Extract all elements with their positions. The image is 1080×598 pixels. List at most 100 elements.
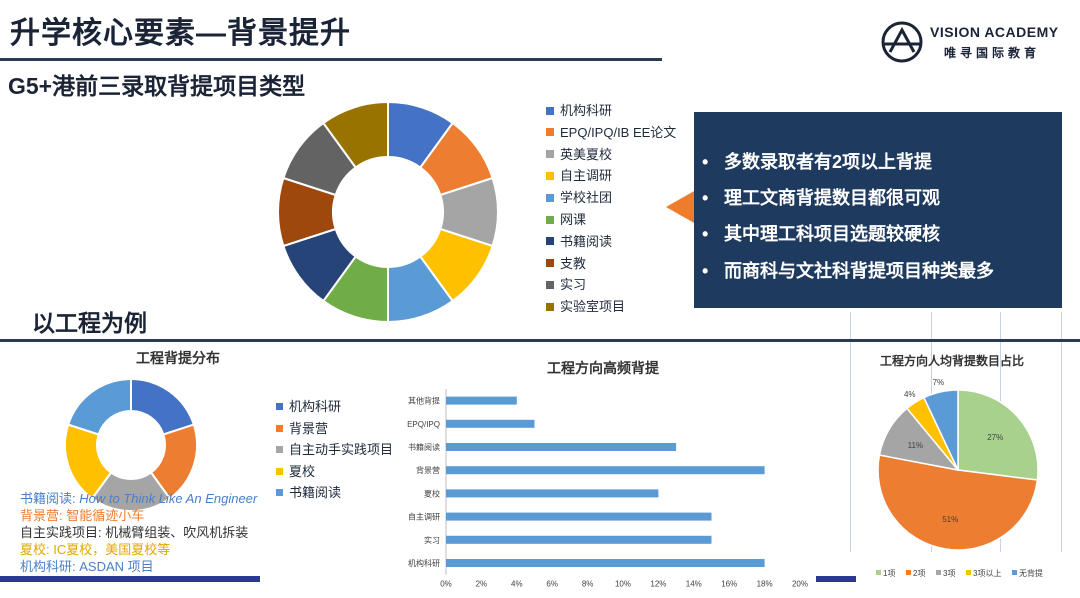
legend-item: 背景营 <box>276 418 328 440</box>
legend-swatch <box>546 280 554 289</box>
donut-slice <box>66 378 132 436</box>
legend-swatch <box>876 570 881 575</box>
x-tick-label: 4% <box>511 580 523 589</box>
x-tick-label: 0% <box>440 580 452 589</box>
y-tick-label: 背景营 <box>416 465 440 475</box>
legend-swatch <box>276 403 283 411</box>
legend-label: 无背提 <box>1019 568 1043 578</box>
legend-label: 1项 <box>883 569 895 578</box>
logo-text-en: VISION ACADEMY <box>930 24 1059 40</box>
legend-label: 英美夏校 <box>560 146 613 162</box>
logo-text-cn: 唯寻国际教育 <box>944 46 1041 60</box>
x-tick-label: 20% <box>792 580 808 589</box>
legend-swatch <box>546 302 554 311</box>
insight-callout: • 多数录取者有2项以上背提 • 理工文商背提数目都很可观 • 其中理工科项目选题较硬… <box>694 112 1062 308</box>
x-tick-label: 2% <box>476 580 488 589</box>
callout-bullet: • 其中理工科项目选题较硬核 <box>702 224 940 244</box>
pie-slice <box>922 389 959 471</box>
bar <box>446 396 517 405</box>
logo-emblem-icon <box>881 21 923 63</box>
note-value: ASDAN 项目 <box>79 559 154 574</box>
note-value: 机械臂组装、吹风机拆装 <box>105 525 249 540</box>
legend-label: EPQ/IPQ/IB EE论文 <box>560 124 677 140</box>
note-line: 背景营: 智能循迹小车 <box>20 507 257 524</box>
legend-swatch <box>546 259 554 268</box>
legend-item: 自主调研 <box>546 167 612 185</box>
legend-swatch <box>546 150 554 159</box>
legend-label: 3项以上 <box>973 569 1001 578</box>
legend-item: EPQ/IPQ/IB EE论文 <box>546 124 676 142</box>
legend-item: 网课 <box>546 211 586 229</box>
engineering-donut-chart <box>64 378 198 512</box>
legend-label: 自主动手实践项目 <box>289 442 394 457</box>
data-label: 11% <box>908 441 923 450</box>
note-label: 夏校: <box>20 542 54 557</box>
legend-item: 实验室项目 <box>546 298 625 316</box>
note-line: 夏校: IC夏校，美国夏校等 <box>20 541 257 558</box>
y-tick-label: 夏校 <box>424 488 440 498</box>
bar <box>446 489 659 498</box>
legend-swatch <box>546 171 554 180</box>
y-tick-label: 书籍阅读 <box>408 442 440 452</box>
y-tick-label: EPQ/IPQ <box>407 420 440 429</box>
legend-swatch <box>906 570 911 575</box>
legend-item: 自主动手实践项目 <box>276 439 393 461</box>
data-label: 7% <box>933 378 945 387</box>
note-value: IC夏校，美国夏校等 <box>53 542 171 557</box>
legend-swatch <box>546 237 554 246</box>
legend-swatch <box>276 446 283 454</box>
callout-bullet: • 多数录取者有2项以上背提 <box>702 152 933 172</box>
legend-swatch <box>546 106 554 115</box>
page-title: 升学核心要素—背景提升 <box>10 17 351 50</box>
note-label: 机构科研: <box>20 559 80 574</box>
chart-title: 工程背提分布 <box>136 350 220 366</box>
bar <box>446 466 765 475</box>
note-label: 书籍阅读: <box>20 491 80 506</box>
legend-label: 夏校 <box>289 463 316 479</box>
note-label: 背景营: <box>20 508 67 523</box>
x-tick-label: 12% <box>650 580 666 589</box>
data-label: 27% <box>987 433 1003 442</box>
note-value: 智能循迹小车 <box>66 508 145 523</box>
bar <box>446 535 712 544</box>
legend-swatch <box>276 489 283 497</box>
x-tick-label: 8% <box>582 580 594 589</box>
legend-label: 实验室项目 <box>560 299 626 315</box>
legend-item: 机构科研 <box>276 396 341 418</box>
logo <box>880 20 1070 66</box>
x-tick-label: 18% <box>757 580 773 589</box>
title-underline <box>0 58 662 61</box>
y-tick-label: 机构科研 <box>408 558 440 568</box>
x-tick-label: 10% <box>615 580 631 589</box>
note-line: 书籍阅读: How to Think Like An Engineer <box>20 490 257 507</box>
example-notes: 书籍阅读: How to Think Like An Engineer 背景营: … <box>20 490 257 575</box>
x-tick-label: 14% <box>686 580 702 589</box>
callout-bullet: • 而商科与文社科背提项目种类最多 <box>702 261 994 281</box>
legend-label: 书籍阅读 <box>289 485 342 500</box>
pie-slice <box>957 389 1039 481</box>
legend-swatch <box>966 570 971 575</box>
legend-label: 自主调研 <box>560 168 613 184</box>
data-label: 4% <box>904 390 916 399</box>
donut-slice <box>321 100 389 169</box>
legend-swatch <box>546 128 554 137</box>
legend-swatch <box>546 193 554 202</box>
legend-label: 背景营 <box>289 420 329 436</box>
note-line: 机构科研: ASDAN 项目 <box>20 558 257 575</box>
x-tick-label: 16% <box>721 580 737 589</box>
legend-item: 书籍阅读 <box>276 482 341 504</box>
pie-slice <box>877 454 1039 551</box>
note-value: How to Think Like An Engineer <box>79 491 258 506</box>
legend-item: 夏校 <box>276 461 315 483</box>
chart-title: 工程方向人均背提数目占比 <box>880 354 1025 368</box>
legend-swatch <box>546 215 554 224</box>
section-divider <box>0 339 1080 342</box>
bar <box>446 559 765 567</box>
legend-swatch <box>276 424 283 432</box>
y-tick-label: 实习 <box>424 535 440 545</box>
bottom-accent-bar <box>0 576 260 582</box>
legend-label: 书籍阅读 <box>560 233 613 249</box>
legend-item: 书籍阅读 <box>546 233 612 251</box>
legend-swatch <box>936 570 941 575</box>
